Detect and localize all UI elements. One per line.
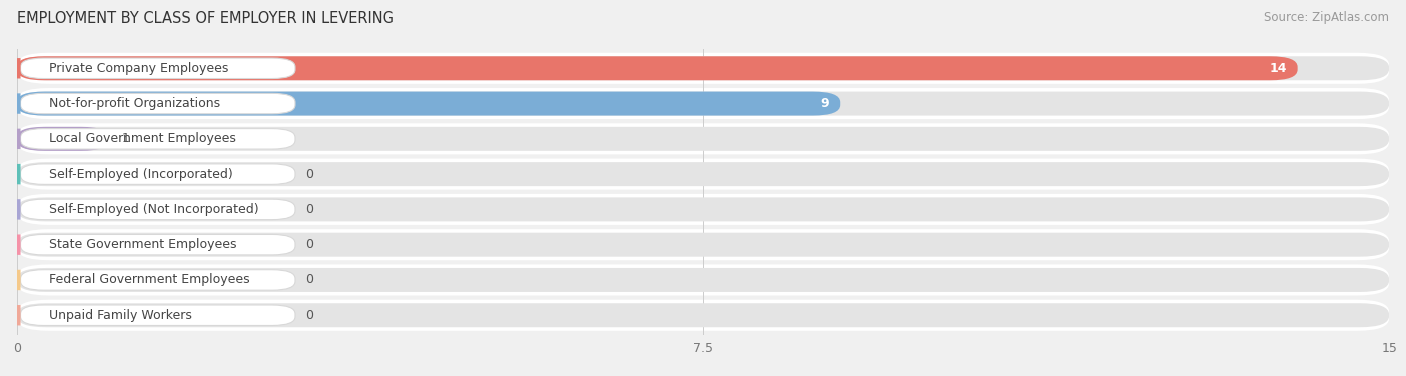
Text: 0: 0: [305, 238, 314, 251]
FancyBboxPatch shape: [21, 235, 295, 255]
Text: EMPLOYMENT BY CLASS OF EMPLOYER IN LEVERING: EMPLOYMENT BY CLASS OF EMPLOYER IN LEVER…: [17, 11, 394, 26]
Text: 0: 0: [305, 309, 314, 322]
Text: Local Government Employees: Local Government Employees: [49, 132, 236, 146]
FancyBboxPatch shape: [17, 229, 1389, 260]
Wedge shape: [0, 199, 21, 220]
FancyBboxPatch shape: [17, 127, 1389, 151]
FancyBboxPatch shape: [17, 197, 1389, 221]
Wedge shape: [0, 93, 21, 114]
Text: Source: ZipAtlas.com: Source: ZipAtlas.com: [1264, 11, 1389, 24]
FancyBboxPatch shape: [17, 88, 1389, 119]
Wedge shape: [0, 58, 21, 79]
FancyBboxPatch shape: [17, 92, 841, 115]
Wedge shape: [0, 129, 21, 149]
FancyBboxPatch shape: [17, 56, 1298, 80]
FancyBboxPatch shape: [21, 270, 295, 290]
Text: Private Company Employees: Private Company Employees: [49, 62, 228, 75]
Wedge shape: [0, 235, 21, 255]
FancyBboxPatch shape: [17, 300, 1389, 331]
FancyBboxPatch shape: [21, 58, 295, 79]
Text: Self-Employed (Incorporated): Self-Employed (Incorporated): [49, 168, 232, 180]
FancyBboxPatch shape: [17, 56, 1389, 80]
Text: 9: 9: [821, 97, 830, 110]
Wedge shape: [0, 164, 21, 184]
Text: Unpaid Family Workers: Unpaid Family Workers: [49, 309, 191, 322]
FancyBboxPatch shape: [17, 264, 1389, 296]
FancyBboxPatch shape: [21, 164, 295, 184]
FancyBboxPatch shape: [17, 92, 1389, 115]
FancyBboxPatch shape: [21, 129, 295, 149]
FancyBboxPatch shape: [17, 233, 1389, 257]
FancyBboxPatch shape: [21, 199, 295, 220]
Text: 0: 0: [305, 203, 314, 216]
Text: Self-Employed (Not Incorporated): Self-Employed (Not Incorporated): [49, 203, 259, 216]
FancyBboxPatch shape: [17, 53, 1389, 84]
FancyBboxPatch shape: [21, 305, 295, 326]
Text: Federal Government Employees: Federal Government Employees: [49, 273, 249, 287]
FancyBboxPatch shape: [17, 194, 1389, 225]
FancyBboxPatch shape: [17, 268, 1389, 292]
Text: State Government Employees: State Government Employees: [49, 238, 236, 251]
FancyBboxPatch shape: [17, 303, 1389, 327]
Text: 1: 1: [122, 132, 129, 146]
Text: 0: 0: [305, 168, 314, 180]
FancyBboxPatch shape: [21, 93, 295, 114]
Wedge shape: [0, 305, 21, 326]
Text: 0: 0: [305, 273, 314, 287]
FancyBboxPatch shape: [17, 159, 1389, 190]
FancyBboxPatch shape: [17, 162, 1389, 186]
Text: Not-for-profit Organizations: Not-for-profit Organizations: [49, 97, 219, 110]
Text: 14: 14: [1270, 62, 1286, 75]
Wedge shape: [0, 270, 21, 290]
FancyBboxPatch shape: [17, 127, 108, 151]
FancyBboxPatch shape: [17, 123, 1389, 155]
